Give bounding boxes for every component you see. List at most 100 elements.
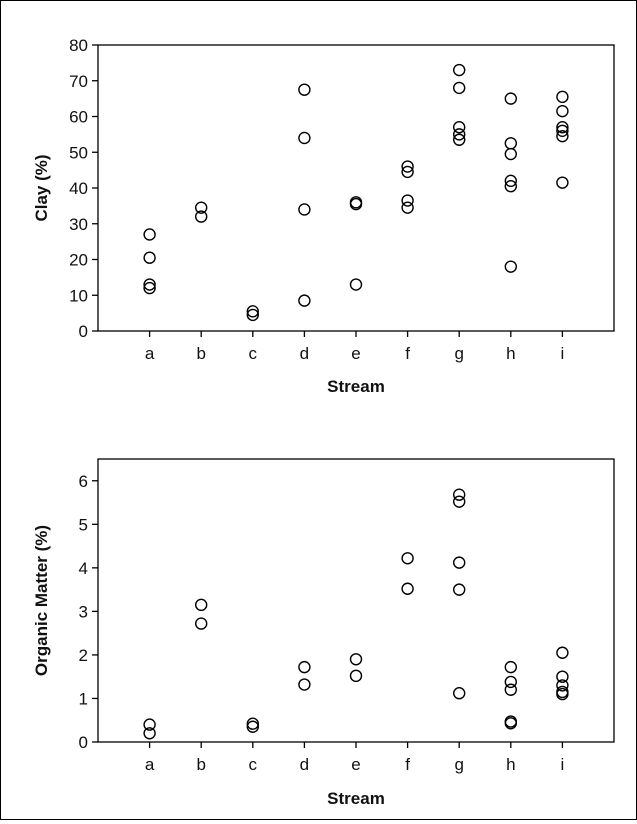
- om-x-tick-label: d: [300, 755, 309, 774]
- clay-data-point: [194, 201, 208, 214]
- clay-data-point: [453, 133, 466, 146]
- clay-data-point: [246, 305, 260, 318]
- clay-data-point: [143, 281, 156, 295]
- om-data-point: [453, 556, 466, 569]
- clay-data-point: [556, 121, 569, 134]
- om-data-point: [453, 495, 466, 508]
- om-x-axis-title: Stream: [327, 789, 385, 808]
- clay-y-tick-label: 20: [69, 251, 88, 270]
- om-data-point: [298, 660, 311, 674]
- clay-data-point: [504, 147, 517, 161]
- clay-data-point: [246, 308, 260, 322]
- om-x-tick-label: c: [249, 755, 258, 774]
- om-data-point: [556, 679, 569, 692]
- om-y-tick-label: 6: [79, 472, 88, 491]
- om-x-tick-label: h: [506, 755, 515, 774]
- clay-y-tick-label: 60: [69, 108, 88, 127]
- clay-data-point: [504, 174, 517, 188]
- clay-data-point: [453, 81, 466, 95]
- clay-data-point: [401, 160, 414, 173]
- om-x-tick-label: a: [145, 755, 155, 774]
- om-data-point: [246, 720, 260, 733]
- om-plot-frame: [97, 458, 615, 743]
- clay-data-point: [298, 203, 311, 216]
- clay-data-point: [298, 83, 311, 96]
- om-data-point: [298, 678, 311, 691]
- om-y-tick-label: 1: [79, 689, 88, 708]
- clay-data-point: [194, 210, 208, 223]
- clay-x-tick-label: d: [300, 344, 309, 363]
- om-y-tick-label: 3: [79, 602, 88, 621]
- clay-data-point: [556, 176, 569, 189]
- clay-y-axis-title: Clay (%): [32, 154, 51, 221]
- clay-data-point: [298, 131, 311, 145]
- clay-x-tick-label: i: [561, 344, 565, 363]
- clay-data-point: [143, 278, 156, 291]
- clay-x-tick-label: g: [454, 344, 463, 363]
- om-data-point: [504, 660, 517, 674]
- clay-data-point: [453, 121, 466, 134]
- om-x-tick-label: e: [351, 755, 360, 774]
- clay-y-tick-label: 50: [69, 143, 88, 162]
- om-y-tick-label: 5: [79, 515, 88, 534]
- om-y-axis-title: Organic Matter (%): [32, 525, 51, 676]
- om-data-point: [504, 675, 517, 689]
- clay-x-tick-label: e: [351, 344, 360, 363]
- om-x-tick-label: f: [405, 755, 410, 774]
- om-data-point: [194, 598, 208, 612]
- clay-data-point: [504, 260, 517, 273]
- om-x-tick-label: i: [561, 755, 565, 774]
- clay-data-point: [504, 92, 517, 105]
- clay-data-point: [349, 278, 363, 291]
- clay-x-tick-label: c: [249, 344, 258, 363]
- om-data-point: [504, 683, 517, 696]
- clay-data-point: [401, 201, 414, 214]
- om-data-point: [453, 583, 466, 596]
- om-data-point: [401, 552, 414, 565]
- om-data-point: [194, 617, 208, 630]
- om-data-point: [556, 670, 569, 683]
- clay-x-tick-label: b: [196, 344, 205, 363]
- clay-data-point: [401, 194, 414, 207]
- clay-data-point: [143, 251, 156, 264]
- om-data-point: [453, 687, 466, 700]
- om-data-point: [143, 727, 156, 740]
- clay-data-point: [504, 137, 517, 150]
- om-data-point: [246, 717, 260, 730]
- clay-plot-frame: [97, 44, 615, 332]
- clay-data-point: [401, 165, 414, 179]
- om-y-tick-label: 0: [79, 733, 88, 752]
- clay-y-tick-label: 40: [69, 179, 88, 198]
- om-data-point: [401, 582, 414, 595]
- clay-x-tick-label: h: [506, 344, 515, 363]
- om-data-point: [556, 687, 569, 701]
- om-data-point: [556, 646, 569, 659]
- clay-x-axis-title: Stream: [327, 377, 385, 396]
- clay-data-point: [453, 128, 466, 141]
- clay-data-point: [504, 180, 517, 193]
- om-x-tick-label: b: [196, 755, 205, 774]
- clay-y-tick-label: 10: [69, 286, 88, 305]
- clay-data-point: [143, 228, 156, 241]
- clay-y-tick-label: 80: [69, 36, 88, 55]
- clay-x-tick-label: f: [405, 344, 410, 363]
- clay-chart: 0 10 20 30 40 50 60 70 80 a b c d e f g h i Stream Clay (%): [32, 36, 615, 396]
- om-x-tick-label: g: [454, 755, 463, 774]
- om-data-point: [143, 718, 156, 731]
- clay-x-tick-label: a: [145, 344, 155, 363]
- om-y-tick-label: 4: [79, 559, 88, 578]
- clay-data-point: [556, 129, 569, 143]
- clay-data-point: [556, 90, 569, 104]
- om-data-point: [349, 669, 363, 683]
- organic-matter-chart: 0 1 2 3 4 5 6 a b c d e f g h i Stream Organic Matter (%): [32, 458, 615, 808]
- clay-y-tick-label: 70: [69, 72, 88, 91]
- clay-y-tick-label: 0: [79, 322, 88, 341]
- clay-data-point: [349, 197, 363, 211]
- clay-y-tick-label: 30: [69, 215, 88, 234]
- om-data-point: [349, 653, 363, 666]
- clay-data-point: [556, 124, 569, 138]
- clay-data-point: [453, 63, 466, 77]
- om-data-point: [504, 717, 517, 730]
